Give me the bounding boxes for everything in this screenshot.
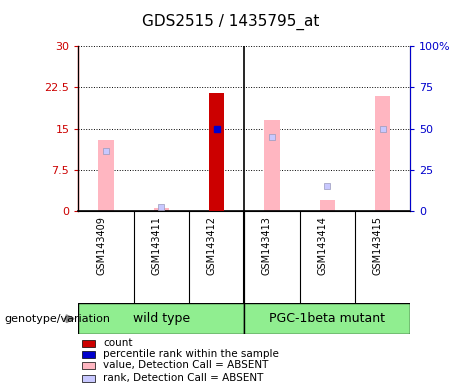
Bar bbox=[209, 93, 225, 211]
Text: count: count bbox=[103, 338, 132, 348]
Bar bbox=[98, 140, 114, 211]
Bar bbox=[82, 362, 95, 369]
Bar bbox=[82, 351, 95, 358]
Text: GSM143412: GSM143412 bbox=[207, 216, 217, 275]
Bar bbox=[264, 121, 280, 211]
Bar bbox=[82, 339, 95, 346]
Text: GSM143415: GSM143415 bbox=[372, 216, 383, 275]
Text: GSM143411: GSM143411 bbox=[151, 216, 161, 275]
Bar bbox=[78, 303, 244, 334]
Bar bbox=[319, 200, 335, 211]
Text: rank, Detection Call = ABSENT: rank, Detection Call = ABSENT bbox=[103, 373, 263, 383]
Text: PGC-1beta mutant: PGC-1beta mutant bbox=[269, 312, 385, 325]
Text: GSM143409: GSM143409 bbox=[96, 216, 106, 275]
Bar bbox=[375, 96, 390, 211]
Bar bbox=[244, 303, 410, 334]
Text: GSM143414: GSM143414 bbox=[317, 216, 327, 275]
Text: wild type: wild type bbox=[133, 312, 190, 325]
Text: GDS2515 / 1435795_at: GDS2515 / 1435795_at bbox=[142, 13, 319, 30]
Bar bbox=[154, 209, 169, 211]
Text: percentile rank within the sample: percentile rank within the sample bbox=[103, 349, 279, 359]
Text: genotype/variation: genotype/variation bbox=[5, 314, 111, 324]
Text: GSM143413: GSM143413 bbox=[262, 216, 272, 275]
Bar bbox=[82, 374, 95, 382]
Text: value, Detection Call = ABSENT: value, Detection Call = ABSENT bbox=[103, 360, 268, 370]
